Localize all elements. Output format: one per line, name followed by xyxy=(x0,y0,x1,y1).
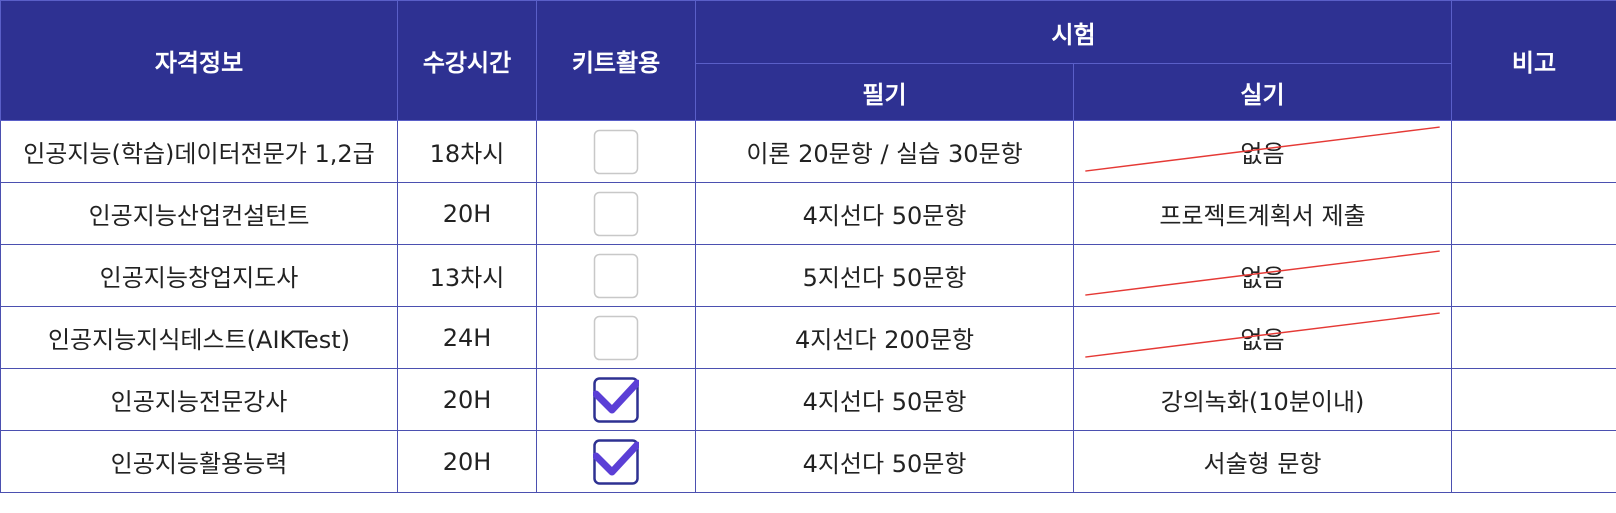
cell-note xyxy=(1451,430,1616,493)
cell-note xyxy=(1451,182,1616,245)
table-row: 인공지능산업컨설턴트 20H 4지선다 50문항 프로젝트계획서 제출 xyxy=(0,182,1616,245)
cell-hours: 20H xyxy=(397,368,537,431)
cell-note xyxy=(1451,306,1616,369)
cell-kit xyxy=(536,244,696,307)
practical-label: 서술형 문항 xyxy=(1203,450,1322,478)
header-hours: 수강시간 xyxy=(397,0,537,121)
cell-kit xyxy=(536,306,696,369)
cell-hours: 20H xyxy=(397,182,537,245)
cell-practical: 서술형 문항 xyxy=(1072,430,1453,493)
table-row: 인공지능활용능력 20H 4지선다 50문항 서술형 문항 xyxy=(0,430,1616,493)
checkbox-checked[interactable] xyxy=(593,376,639,423)
checkbox-unchecked[interactable] xyxy=(593,129,639,175)
practical-label: 없음 xyxy=(1240,140,1285,168)
cell-practical: 없음 xyxy=(1072,244,1453,307)
cell-written: 4지선다 50문항 xyxy=(695,430,1074,493)
header-cert: 자격정보 xyxy=(0,0,398,121)
cell-kit xyxy=(536,120,696,183)
cell-kit xyxy=(536,430,696,493)
table-row: 인공지능지식테스트(AIKTest) 24H 4지선다 200문항 없음 xyxy=(0,306,1616,369)
practical-label: 강의녹화(10분이내) xyxy=(1160,388,1365,416)
cell-written: 4지선다 200문항 xyxy=(695,306,1074,369)
checkmark-icon xyxy=(593,379,639,413)
practical-label: 없음 xyxy=(1240,264,1285,292)
cell-written: 4지선다 50문항 xyxy=(695,368,1074,431)
cell-cert: 인공지능(학습)데이터전문가 1,2급 xyxy=(0,120,398,183)
checkbox-unchecked[interactable] xyxy=(593,315,639,361)
header-note: 비고 xyxy=(1451,0,1616,121)
cell-kit xyxy=(536,182,696,245)
cell-written: 4지선다 50문항 xyxy=(695,182,1074,245)
checkmark-icon xyxy=(593,441,639,475)
cell-cert: 인공지능산업컨설턴트 xyxy=(0,182,398,245)
cell-written: 이론 20문항 / 실습 30문항 xyxy=(695,120,1074,183)
cell-cert: 인공지능전문강사 xyxy=(0,368,398,431)
cell-kit xyxy=(536,368,696,431)
cell-hours: 24H xyxy=(397,306,537,369)
cell-hours: 18차시 xyxy=(397,120,537,183)
table-row: 인공지능(학습)데이터전문가 1,2급 18차시 이론 20문항 / 실습 30문항… xyxy=(0,120,1616,183)
checkbox-checked[interactable] xyxy=(593,438,639,485)
cell-written: 5지선다 50문항 xyxy=(695,244,1074,307)
table-row: 인공지능전문강사 20H 4지선다 50문항 강의녹화(10분이내) xyxy=(0,368,1616,431)
cell-cert: 인공지능창업지도사 xyxy=(0,244,398,307)
cell-practical: 프로젝트계획서 제출 xyxy=(1072,182,1453,245)
table-row: 인공지능창업지도사 13차시 5지선다 50문항 없음 xyxy=(0,244,1616,307)
header-practical: 실기 xyxy=(1072,63,1453,121)
cell-note xyxy=(1451,120,1616,183)
cell-cert: 인공지능활용능력 xyxy=(0,430,398,493)
header-kit: 키트활용 xyxy=(536,0,696,121)
cell-note xyxy=(1451,244,1616,307)
header-written: 필기 xyxy=(695,63,1074,121)
cell-cert: 인공지능지식테스트(AIKTest) xyxy=(0,306,398,369)
cell-practical: 없음 xyxy=(1072,306,1453,369)
cell-practical: 강의녹화(10분이내) xyxy=(1072,368,1453,431)
cell-practical: 없음 xyxy=(1072,120,1453,183)
checkbox-unchecked[interactable] xyxy=(593,253,639,299)
cell-hours: 13차시 xyxy=(397,244,537,307)
practical-label: 프로젝트계획서 제출 xyxy=(1159,202,1366,230)
cell-hours: 20H xyxy=(397,430,537,493)
practical-label: 없음 xyxy=(1240,326,1285,354)
cell-note xyxy=(1451,368,1616,431)
checkbox-unchecked[interactable] xyxy=(593,191,639,237)
certification-table: 자격정보 수강시간 키트활용 시험 비고 필기 실기 인공지능(학습)데이터전문… xyxy=(0,0,1616,493)
header-exam: 시험 xyxy=(694,0,1453,64)
